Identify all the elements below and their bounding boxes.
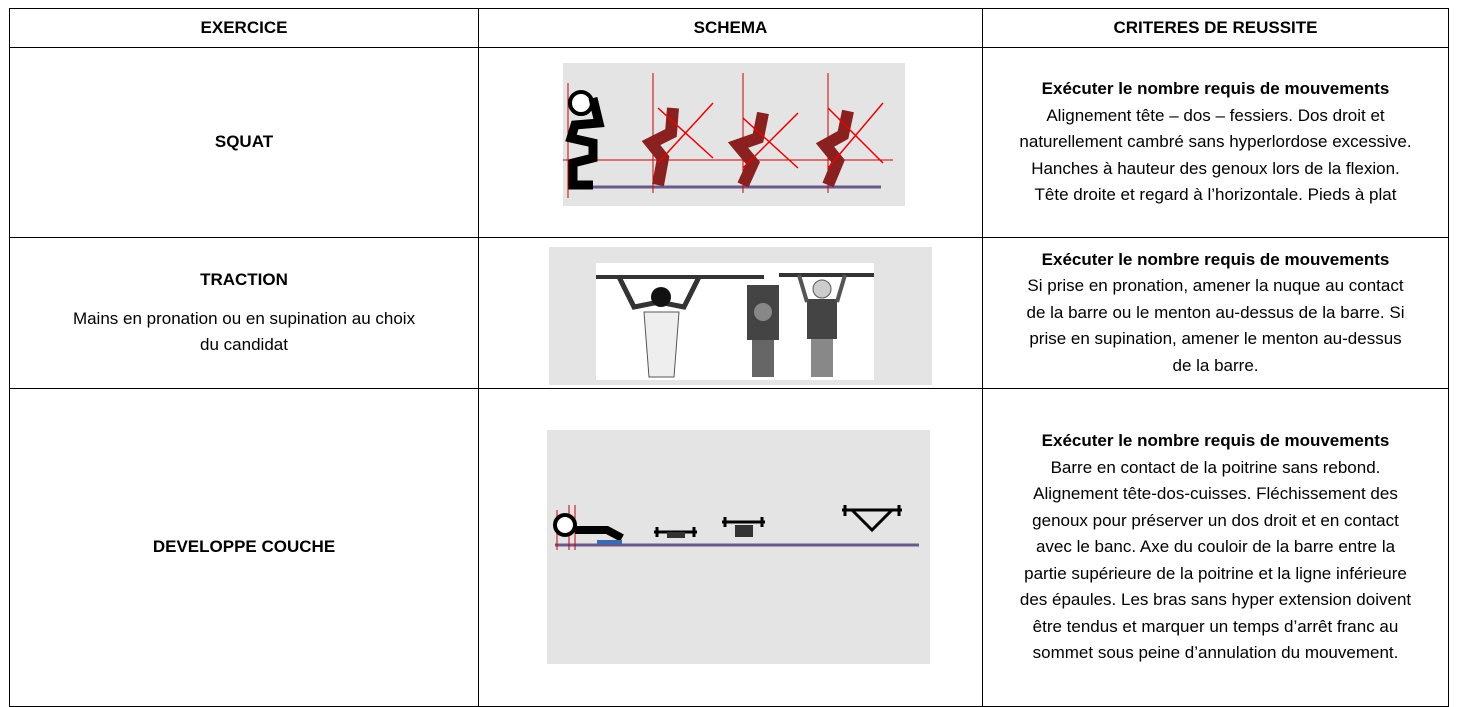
criteria-line: naturellement cambré sans hyperlordose e… [1019,132,1412,152]
exercise-name: DEVELOPPE COUCHE [152,537,336,557]
bench-press-schema [547,430,930,664]
criteria-cell: Exécuter le nombre requis de mouvements A… [982,47,1449,238]
criteria-cell: Exécuter le nombre requis de mouvements S… [982,237,1449,389]
criteria-line: partie supérieure de la poitrine et la l… [1024,563,1407,583]
criteria-line: Barre en contact de la poitrine sans reb… [1050,457,1381,477]
criteria-heading: Exécuter le nombre requis de mouvements [1041,249,1390,269]
criteria-line: Hanches à hauteur des genoux lors de la … [1031,158,1400,178]
exercise-cell: TRACTION Mains en pronation ou en supinat… [9,237,479,389]
criteria-line: de la barre ou le menton au-dessus de la… [1026,302,1405,322]
criteria-cell: Exécuter le nombre requis de mouvements B… [982,388,1449,707]
criteria-line: Tête droite et regard à l’horizontale. P… [1034,185,1397,205]
squat-schema [563,63,905,206]
header-cell: CRITERES DE REUSSITE [982,8,1449,48]
traction-schema [549,247,932,385]
criteria-line: Alignement tête-dos-cuisses. Fléchisseme… [1033,484,1398,504]
exercise-cell: SQUAT [9,47,479,238]
exercise-note: Mains en pronation ou en supination au c… [72,308,416,328]
exercise-name: TRACTION [200,270,288,290]
criteria-line: des épaules. Les bras sans hyper extensi… [1019,590,1412,610]
criteria-line: sommet sous peine d’annulation du mouvem… [1032,643,1399,663]
header-cell: SCHEMA [478,8,983,48]
exercise-note: du candidat [200,335,288,355]
criteria-line: de la barre. [1172,355,1259,375]
criteria-heading: Exécuter le nombre requis de mouvements [1041,79,1390,99]
criteria-heading: Exécuter le nombre requis de mouvements [1041,431,1390,451]
criteria-line: genoux pour préserver un dos droit et en… [1032,510,1399,530]
criteria-line: prise en supination, amener le menton au… [1029,329,1402,349]
exercise-cell: DEVELOPPE COUCHE [9,388,479,707]
exercise-name: SQUAT [214,132,274,152]
criteria-line: être tendus et marquer un temps d’arrêt … [1032,616,1399,636]
criteria-line: Alignement tête – dos – fessiers. Dos dr… [1046,105,1385,125]
criteria-line: Si prise en pronation, amener la nuque a… [1027,276,1404,296]
header-cell: EXERCICE [9,8,479,48]
criteria-line: avec le banc. Axe du couloir de la barre… [1035,537,1396,557]
